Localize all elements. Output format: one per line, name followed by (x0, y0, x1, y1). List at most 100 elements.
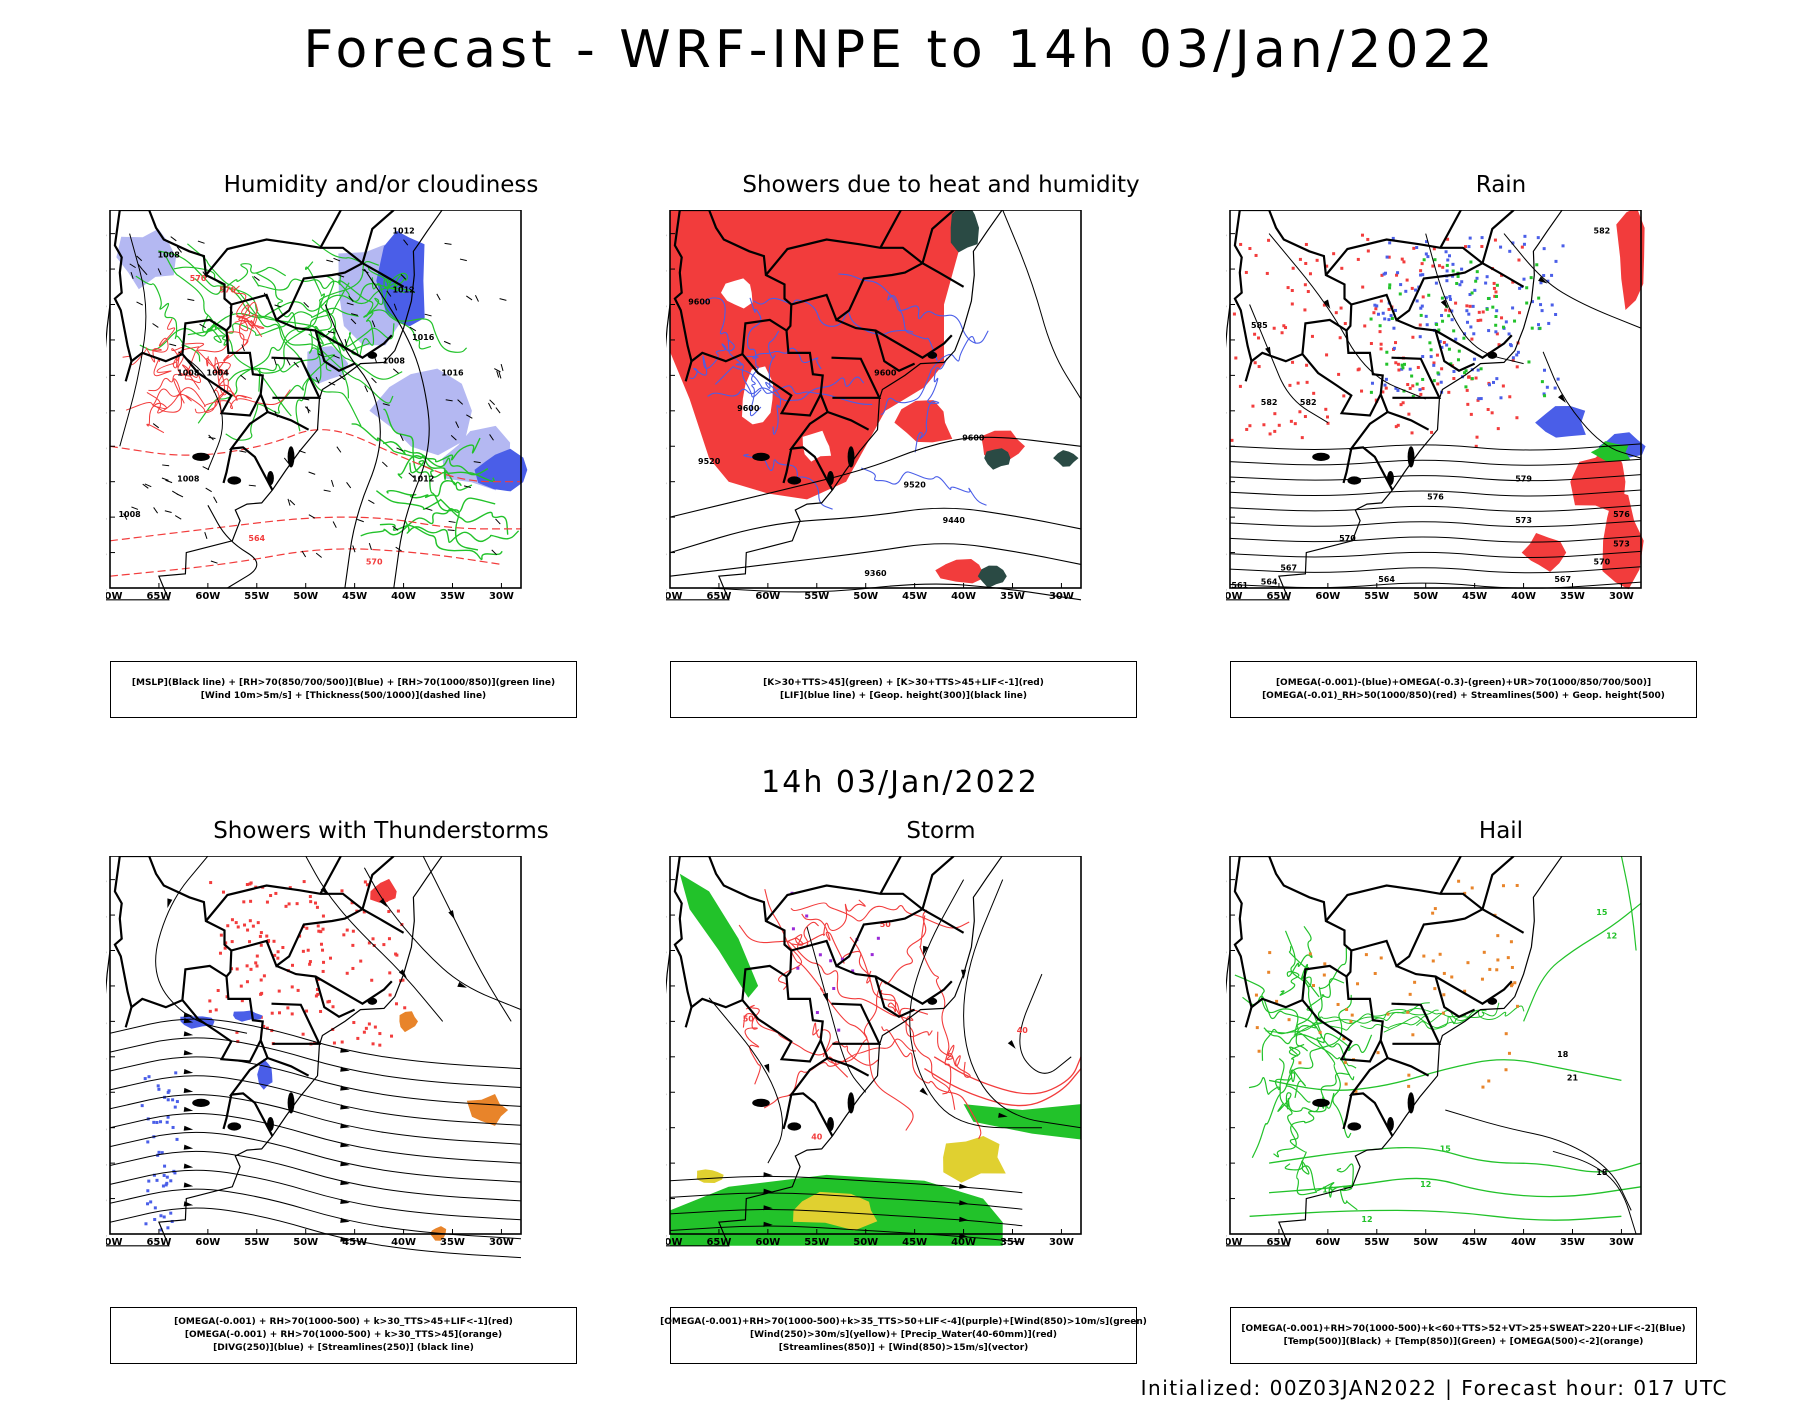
rain-red-speck (1290, 289, 1294, 293)
rain-red-speck (1497, 343, 1501, 347)
geop-contour (1229, 443, 1642, 451)
streamline-arrow (448, 910, 455, 920)
country-border (271, 356, 322, 399)
rain-blue-speck (1537, 323, 1541, 327)
rain-blue-speck (1432, 363, 1436, 367)
storm-red-speck (345, 971, 349, 975)
legend-line: [OMEGA(-0.001) + RH>70(1000-500) + k>30_… (184, 1330, 503, 1340)
panel-thunderstorms: Showers with Thunderstorms 12S 15S 18S 21S 2… (106, 818, 656, 1418)
storm-red-speck (305, 926, 309, 930)
wind-vector (489, 399, 495, 406)
lat-tick-label: 12S (106, 230, 107, 241)
rain-red-speck (1446, 237, 1450, 241)
omega500-speck (1482, 950, 1486, 954)
contour-label: 40 (1017, 1026, 1029, 1035)
omega500-speck (1342, 1037, 1346, 1041)
lat-tick-label: 15S (106, 265, 107, 276)
legend-hail: [OMEGA(-0.001)+RH>70(1000-500)+k<60+TTS>… (1230, 1307, 1697, 1364)
rain-green-speck (1530, 326, 1534, 330)
lat-tick-label: 39S (1226, 549, 1227, 560)
rain-blue-speck (1492, 380, 1496, 384)
streamline (1503, 233, 1642, 329)
country-border (1391, 1002, 1442, 1045)
storm-red-speck (316, 924, 320, 928)
omega500-speck (1463, 891, 1467, 895)
lif-contour (702, 297, 762, 398)
wind-vector (396, 447, 404, 452)
rain-red-speck (1387, 307, 1391, 311)
lake (847, 1092, 855, 1114)
divg-speck (165, 1181, 169, 1185)
contour-label: 576 (1613, 510, 1630, 519)
rain-blue-speck (1419, 273, 1423, 277)
storm-red-speck (236, 925, 240, 929)
legend-line: [Wind 10m>5m/s] + [Thickness(500/1000)](… (200, 690, 487, 701)
contour-label: 573 (1515, 516, 1532, 525)
lat-tick-label: 30S (1226, 442, 1227, 453)
rain-red-speck (1379, 299, 1383, 303)
rain-red-speck (1447, 390, 1451, 394)
country-border (361, 856, 395, 910)
storm-red-speck (274, 891, 278, 895)
rain-blue-speck (1424, 252, 1428, 256)
contour-label: 15 (1596, 908, 1608, 917)
rain-red-speck (1306, 290, 1310, 294)
wind-vector (445, 399, 453, 402)
streamline (109, 1150, 522, 1202)
omega500-speck (1345, 1008, 1349, 1012)
rain-red-speck (1408, 386, 1412, 390)
rain-green-speck (1447, 314, 1451, 318)
temp850-contour (1279, 925, 1313, 996)
storm-red-speck (248, 940, 252, 944)
storm-red-speck (387, 937, 391, 941)
omega500-speck (1407, 1073, 1411, 1077)
lat-tick-label: 36S (1226, 513, 1227, 524)
geop-contour (1229, 504, 1642, 512)
country-border (1325, 884, 1525, 934)
storm-red-speck (258, 934, 262, 938)
country-border (782, 448, 793, 484)
rain-green-speck (1437, 328, 1441, 332)
rain-green-speck (1469, 260, 1473, 264)
rain-blue-speck (1384, 377, 1388, 381)
rain-red-speck (1303, 308, 1307, 312)
rain-blue-speck (1370, 381, 1374, 385)
country-border (673, 210, 693, 362)
omega500-speck (1268, 951, 1272, 955)
streamline-arrow (340, 1047, 350, 1053)
rain-blue-speck (1458, 283, 1462, 287)
rain-red-speck (1431, 264, 1435, 268)
storm-red-speck (367, 1022, 371, 1026)
rain-red-speck (1248, 247, 1252, 251)
streamline (109, 1094, 522, 1145)
wind250-area (943, 1136, 1006, 1183)
rain-red-speck (1238, 384, 1242, 388)
rain-area (1590, 441, 1631, 462)
storm-red-speck (276, 950, 280, 954)
rain-blue-speck (1448, 297, 1452, 301)
rain-red-speck (1366, 237, 1370, 241)
rain-green-speck (1456, 274, 1460, 278)
rain-blue-speck (1375, 304, 1379, 308)
wind-vector (448, 520, 456, 523)
country-border (275, 318, 356, 372)
lat-tick-label: 33S (666, 478, 667, 489)
lat-tick-label: 18S (106, 301, 107, 312)
contour-label: 9600 (962, 433, 985, 442)
rain-red-speck (1254, 253, 1258, 257)
wind-vector (350, 313, 359, 316)
storm-purple-speck (840, 957, 844, 961)
storm-red-speck (350, 901, 354, 905)
storm-red-speck (249, 967, 253, 971)
rain-green-speck (1535, 263, 1539, 267)
lat-tick-label: 30S (106, 1088, 107, 1099)
lon-tick-label: 50W (853, 1237, 878, 1248)
rain-green-speck (1475, 270, 1479, 274)
storm-red-speck (340, 1040, 344, 1044)
lon-tick-label: 40W (951, 591, 976, 602)
contour-label: 1008 (177, 475, 200, 484)
rain-green-speck (1474, 279, 1478, 283)
legend-line: [OMEGA(-0.001)+RH>70(1000-500)+k<60+TTS>… (1241, 1323, 1686, 1334)
rain-blue-speck (1415, 245, 1419, 249)
streamline-arrow (763, 1205, 773, 1211)
